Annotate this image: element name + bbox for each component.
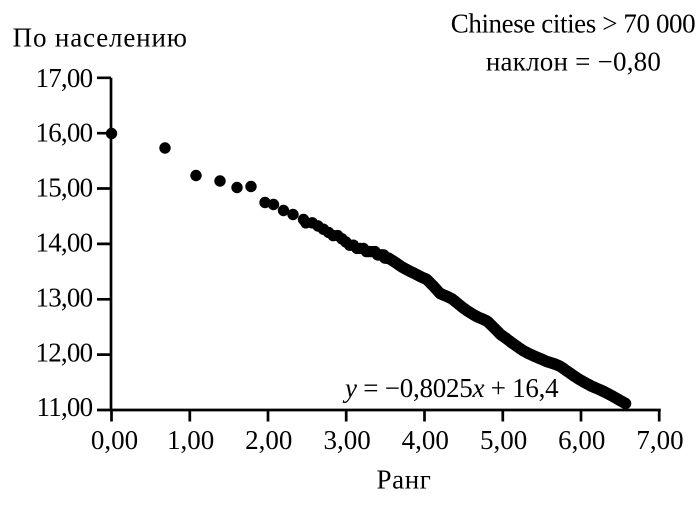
svg-text:5,00: 5,00: [480, 425, 527, 455]
svg-text:По населению: По населению: [13, 23, 188, 53]
svg-text:15,00: 15,00: [36, 173, 93, 203]
svg-text:1,00: 1,00: [167, 425, 214, 455]
svg-text:2,00: 2,00: [245, 425, 292, 455]
svg-text:17,00: 17,00: [36, 63, 93, 93]
svg-text:16,00: 16,00: [36, 118, 93, 148]
svg-text:наклон = −0,80: наклон = −0,80: [486, 46, 661, 76]
svg-text:3,00: 3,00: [323, 425, 370, 455]
svg-text:0,00: 0,00: [91, 425, 138, 455]
svg-text:7,00: 7,00: [636, 425, 683, 455]
svg-text:14,00: 14,00: [36, 228, 93, 258]
svg-text:13,00: 13,00: [36, 282, 93, 312]
svg-text:4,00: 4,00: [402, 425, 449, 455]
svg-text:Chinese cities > 70 000: Chinese cities > 70 000: [451, 9, 696, 39]
svg-text:y = −0,8025x + 16,4: y = −0,8025x + 16,4: [342, 373, 559, 403]
svg-text:12,00: 12,00: [36, 337, 93, 367]
svg-text:11,00: 11,00: [37, 392, 93, 422]
svg-text:6,00: 6,00: [558, 425, 605, 455]
svg-text:Ранг: Ранг: [377, 465, 432, 495]
